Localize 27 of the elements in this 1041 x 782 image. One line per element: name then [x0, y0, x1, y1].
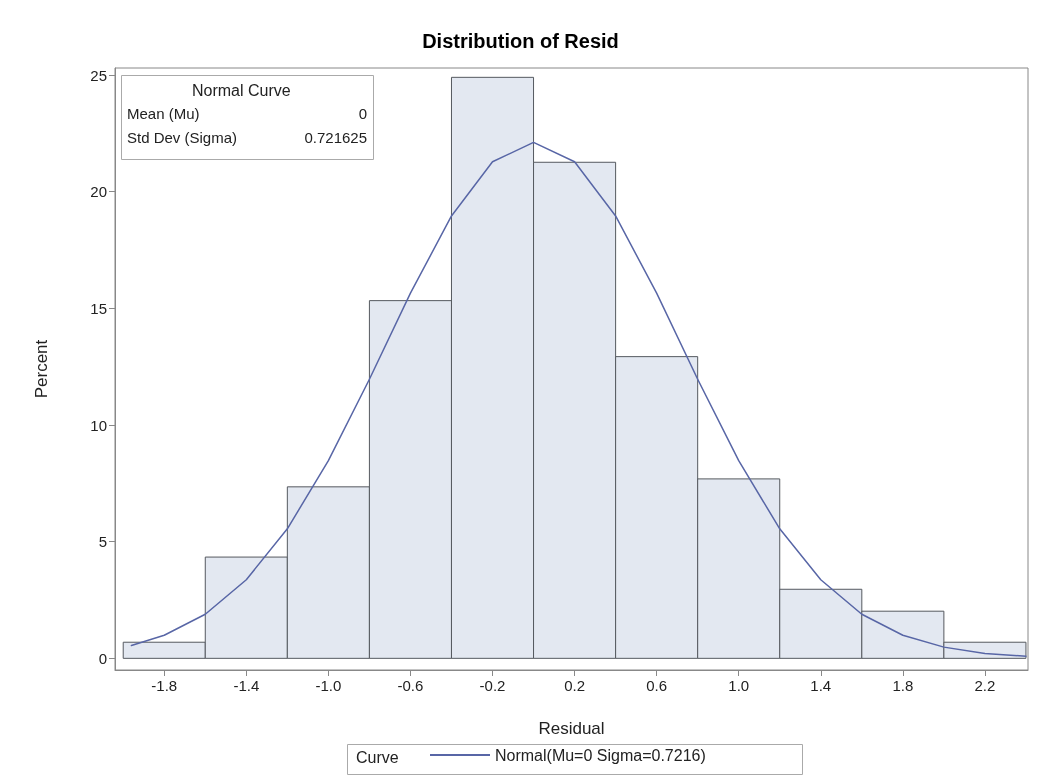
x-tick-label: -1.4	[233, 677, 260, 694]
x-tick-label: -1.0	[315, 677, 342, 694]
annotation: Normal Curve	[192, 81, 291, 99]
x-tick-label: 0.6	[646, 677, 668, 694]
annotation: Mean (Mu)	[127, 105, 200, 122]
x-tick-label: -0.6	[397, 677, 424, 694]
x-tick-label: 1.4	[810, 677, 832, 694]
y-tick-label: 25	[90, 66, 107, 84]
y-tick-label: 15	[90, 299, 107, 317]
y-axis-title: Percent	[32, 339, 51, 399]
annotation: 0	[358, 105, 367, 122]
x-axis-title: Residual	[538, 719, 605, 738]
x-tick-label: -0.2	[479, 677, 506, 694]
x-tick-label: 2.2	[974, 677, 996, 694]
x-tick-label: 1.8	[892, 677, 914, 694]
annotation: 0.721625	[304, 129, 368, 146]
legend-title: Curve	[356, 748, 399, 766]
x-tick-label: 1.0	[728, 677, 750, 694]
y-tick-label: 20	[90, 183, 107, 201]
annotation: Std Dev (Sigma)	[127, 129, 238, 146]
y-tick-label: 0	[98, 649, 107, 667]
x-tick-label: 0.2	[564, 677, 586, 694]
legend-label: Normal(Mu=0 Sigma=0.7216)	[495, 746, 706, 764]
chart-title: Distribution of Resid	[422, 30, 619, 52]
y-tick-label: 10	[90, 416, 107, 434]
x-tick-label: -1.8	[151, 677, 178, 694]
y-tick-label: 5	[98, 533, 107, 551]
